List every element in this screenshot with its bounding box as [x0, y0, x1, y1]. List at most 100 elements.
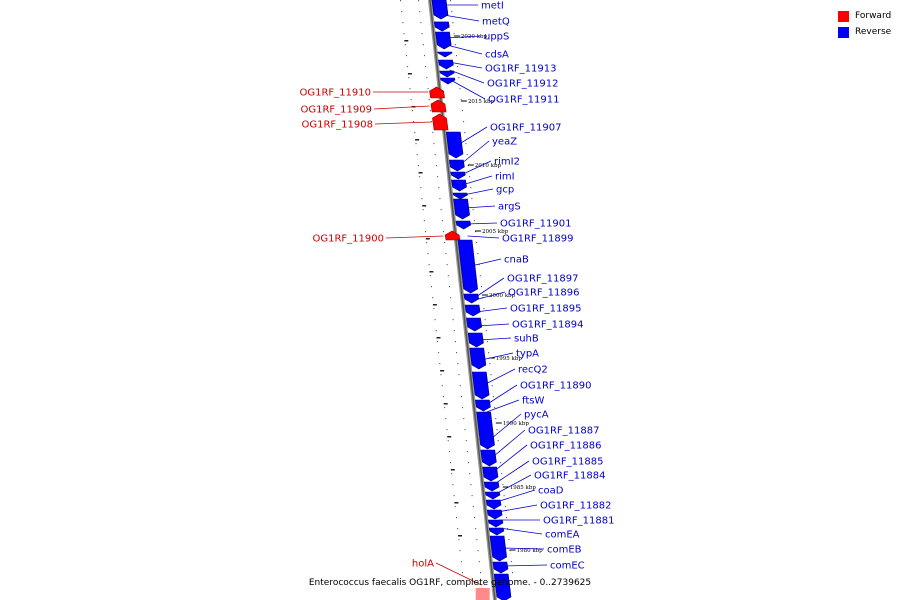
gene-label-metI[interactable]: metI	[481, 1, 504, 12]
gene-label-yeaZ[interactable]: yeaZ	[492, 137, 517, 148]
gene-label-OG1RF_11899[interactable]: OG1RF_11899	[502, 234, 574, 245]
gene-feature-OG1RF_11907[interactable]	[445, 131, 464, 159]
gene-feature-holA[interactable]	[475, 588, 490, 600]
gene-label-OG1RF_11890[interactable]: OG1RF_11890	[520, 381, 592, 392]
gene-label-OG1RF_11907[interactable]: OG1RF_11907	[490, 123, 562, 134]
tick-label: 2000 kbp	[489, 293, 516, 299]
gene-feature-OG1RF_11885[interactable]	[486, 509, 503, 520]
gene-feature-OG1RF_11896[interactable]	[466, 317, 483, 332]
gene-feature-yeaZ[interactable]	[448, 159, 465, 172]
gene-label-OG1RF_11897[interactable]: OG1RF_11897	[507, 274, 579, 285]
gene-feature-comEB[interactable]	[431, 0, 449, 20]
gene-label-comEB[interactable]: comEB	[547, 545, 582, 556]
label-leader	[446, 35, 482, 39]
gene-feature-uppS[interactable]	[435, 31, 452, 50]
gene-label-OG1RF_11882[interactable]: OG1RF_11882	[540, 501, 612, 512]
label-leader	[464, 205, 496, 209]
gene-label-comEC[interactable]: comEC	[550, 561, 585, 572]
gene-label-OG1RF_11908[interactable]: OG1RF_11908	[302, 120, 374, 131]
gene-label-OG1RF_11884[interactable]: OG1RF_11884	[534, 471, 606, 482]
gene-feature-comEC[interactable]	[434, 21, 450, 32]
forward-swatch	[838, 10, 849, 22]
gene-feature-OG1RF_11882[interactable]	[489, 535, 507, 562]
gene-label-OG1RF_11894[interactable]: OG1RF_11894	[512, 320, 584, 331]
label-leader	[460, 160, 492, 176]
label-leader	[492, 444, 528, 473]
label-leader	[494, 460, 530, 485]
gene-feature-typA[interactable]	[474, 399, 491, 412]
label-leader	[467, 235, 500, 239]
label-leader	[497, 504, 538, 513]
gene-label-recQ2[interactable]: recQ2	[518, 365, 548, 376]
gene-labels[interactable]: metI metQ uppS cdsA OG1RF_11913 OG1RF_11912 OG…	[300, 1, 615, 586]
label-leader	[435, 562, 482, 586]
gene-feature-OG1RF_11897[interactable]	[464, 304, 481, 317]
gene-feature-OG1RF_11901[interactable]	[455, 220, 472, 230]
legend-forward: Forward	[838, 8, 891, 24]
gene-label-OG1RF_11886[interactable]: OG1RF_11886	[530, 441, 602, 452]
gene-label-comEA[interactable]: comEA	[545, 530, 580, 541]
gene-label-OG1RF_11885[interactable]: OG1RF_11885	[532, 457, 604, 468]
gene-label-OG1RF_11881[interactable]: OG1RF_11881	[543, 516, 615, 527]
gene-features[interactable]	[429, 0, 512, 600]
gene-label-uppS[interactable]: uppS	[484, 32, 509, 43]
gene-label-suhB[interactable]: suhB	[514, 334, 539, 345]
label-leader	[385, 235, 444, 239]
gene-label-OG1RF_11887[interactable]: OG1RF_11887	[528, 426, 600, 437]
label-leader	[457, 126, 488, 146]
gene-feature-suhB[interactable]	[471, 371, 490, 400]
gene-feature-argS[interactable]	[453, 198, 470, 220]
gene-feature-OG1RF_11895[interactable]	[467, 332, 484, 348]
gene-label-argS[interactable]: argS	[498, 202, 521, 213]
gene-label-typA[interactable]: typA	[516, 349, 539, 360]
gene-feature-OG1RF_11912[interactable]	[439, 70, 455, 78]
label-leader	[466, 222, 498, 225]
gene-label-OG1RF_11910[interactable]: OG1RF_11910	[300, 88, 372, 99]
gene-feature-OG1RF_11884[interactable]	[487, 519, 504, 528]
gene-label-OG1RF_11913[interactable]: OG1RF_11913	[485, 64, 557, 75]
label-leader	[486, 399, 520, 413]
gene-feature-OG1RF_11899[interactable]	[457, 239, 478, 294]
gene-feature-OG1RF_11900[interactable]	[444, 230, 461, 241]
tick-label: 1995 kbp	[496, 356, 523, 362]
gene-label-rimI[interactable]: rimI	[495, 172, 515, 183]
gene-label-gcp[interactable]: gcp	[496, 185, 514, 196]
gene-label-holA[interactable]: holA	[412, 559, 434, 570]
gene-label-cnaB[interactable]: cnaB	[504, 255, 529, 266]
gene-label-cdsA[interactable]: cdsA	[485, 50, 509, 61]
gene-label-OG1RF_11909[interactable]: OG1RF_11909	[301, 105, 373, 116]
gene-feature-OG1RF_11909[interactable]	[430, 99, 447, 113]
gene-feature-gcp[interactable]	[452, 192, 468, 200]
gene-label-OG1RF_11895[interactable]: OG1RF_11895	[510, 304, 582, 315]
gene-feature-cnaB[interactable]	[463, 293, 480, 304]
gene-feature-pycA[interactable]	[483, 481, 500, 492]
gene-feature-cdsA[interactable]	[437, 51, 453, 58]
gene-feature-OG1RF_11910[interactable]	[429, 86, 445, 99]
gene-label-coaD[interactable]: coaD	[538, 486, 564, 497]
gene-feature-ftsW[interactable]	[482, 466, 499, 482]
gene-label-OG1RF_11912[interactable]: OG1RF_11912	[487, 79, 559, 90]
gene-label-pycA[interactable]: pycA	[524, 410, 549, 421]
gene-label-metQ[interactable]: metQ	[482, 17, 510, 28]
gene-feature-coaD[interactable]	[488, 527, 505, 536]
gene-feature-OG1RF_11908[interactable]	[432, 113, 449, 131]
gene-label-OG1RF_11901[interactable]: OG1RF_11901	[500, 219, 572, 230]
gene-label-rimI2[interactable]: rimI2	[494, 157, 520, 168]
gene-feature-rimI2[interactable]	[450, 171, 466, 180]
label-leader	[503, 564, 548, 567]
gene-label-OG1RF_11900[interactable]: OG1RF_11900	[313, 234, 385, 245]
gene-feature-OG1RF_11911[interactable]	[440, 77, 456, 85]
gene-feature-OG1RF_11890[interactable]	[480, 449, 497, 467]
gene-feature-rimI[interactable]	[451, 179, 467, 192]
label-leader	[477, 323, 510, 327]
gene-label-OG1RF_11911[interactable]: OG1RF_11911	[488, 95, 560, 106]
gene-label-ftsW[interactable]: ftsW	[522, 396, 544, 407]
legend-forward-label: Forward	[855, 11, 892, 21]
gene-feature-OG1RF_11881[interactable]	[492, 561, 509, 574]
gene-feature-OG1RF_11913[interactable]	[438, 59, 454, 70]
gene-label-OG1RF_11896[interactable]: OG1RF_11896	[508, 288, 580, 299]
gene-feature-OG1RF_11894[interactable]	[469, 347, 487, 370]
gene-feature-OG1RF_11886[interactable]	[485, 499, 502, 510]
label-leader	[450, 79, 486, 100]
gene-feature-comEA[interactable]	[493, 573, 512, 600]
